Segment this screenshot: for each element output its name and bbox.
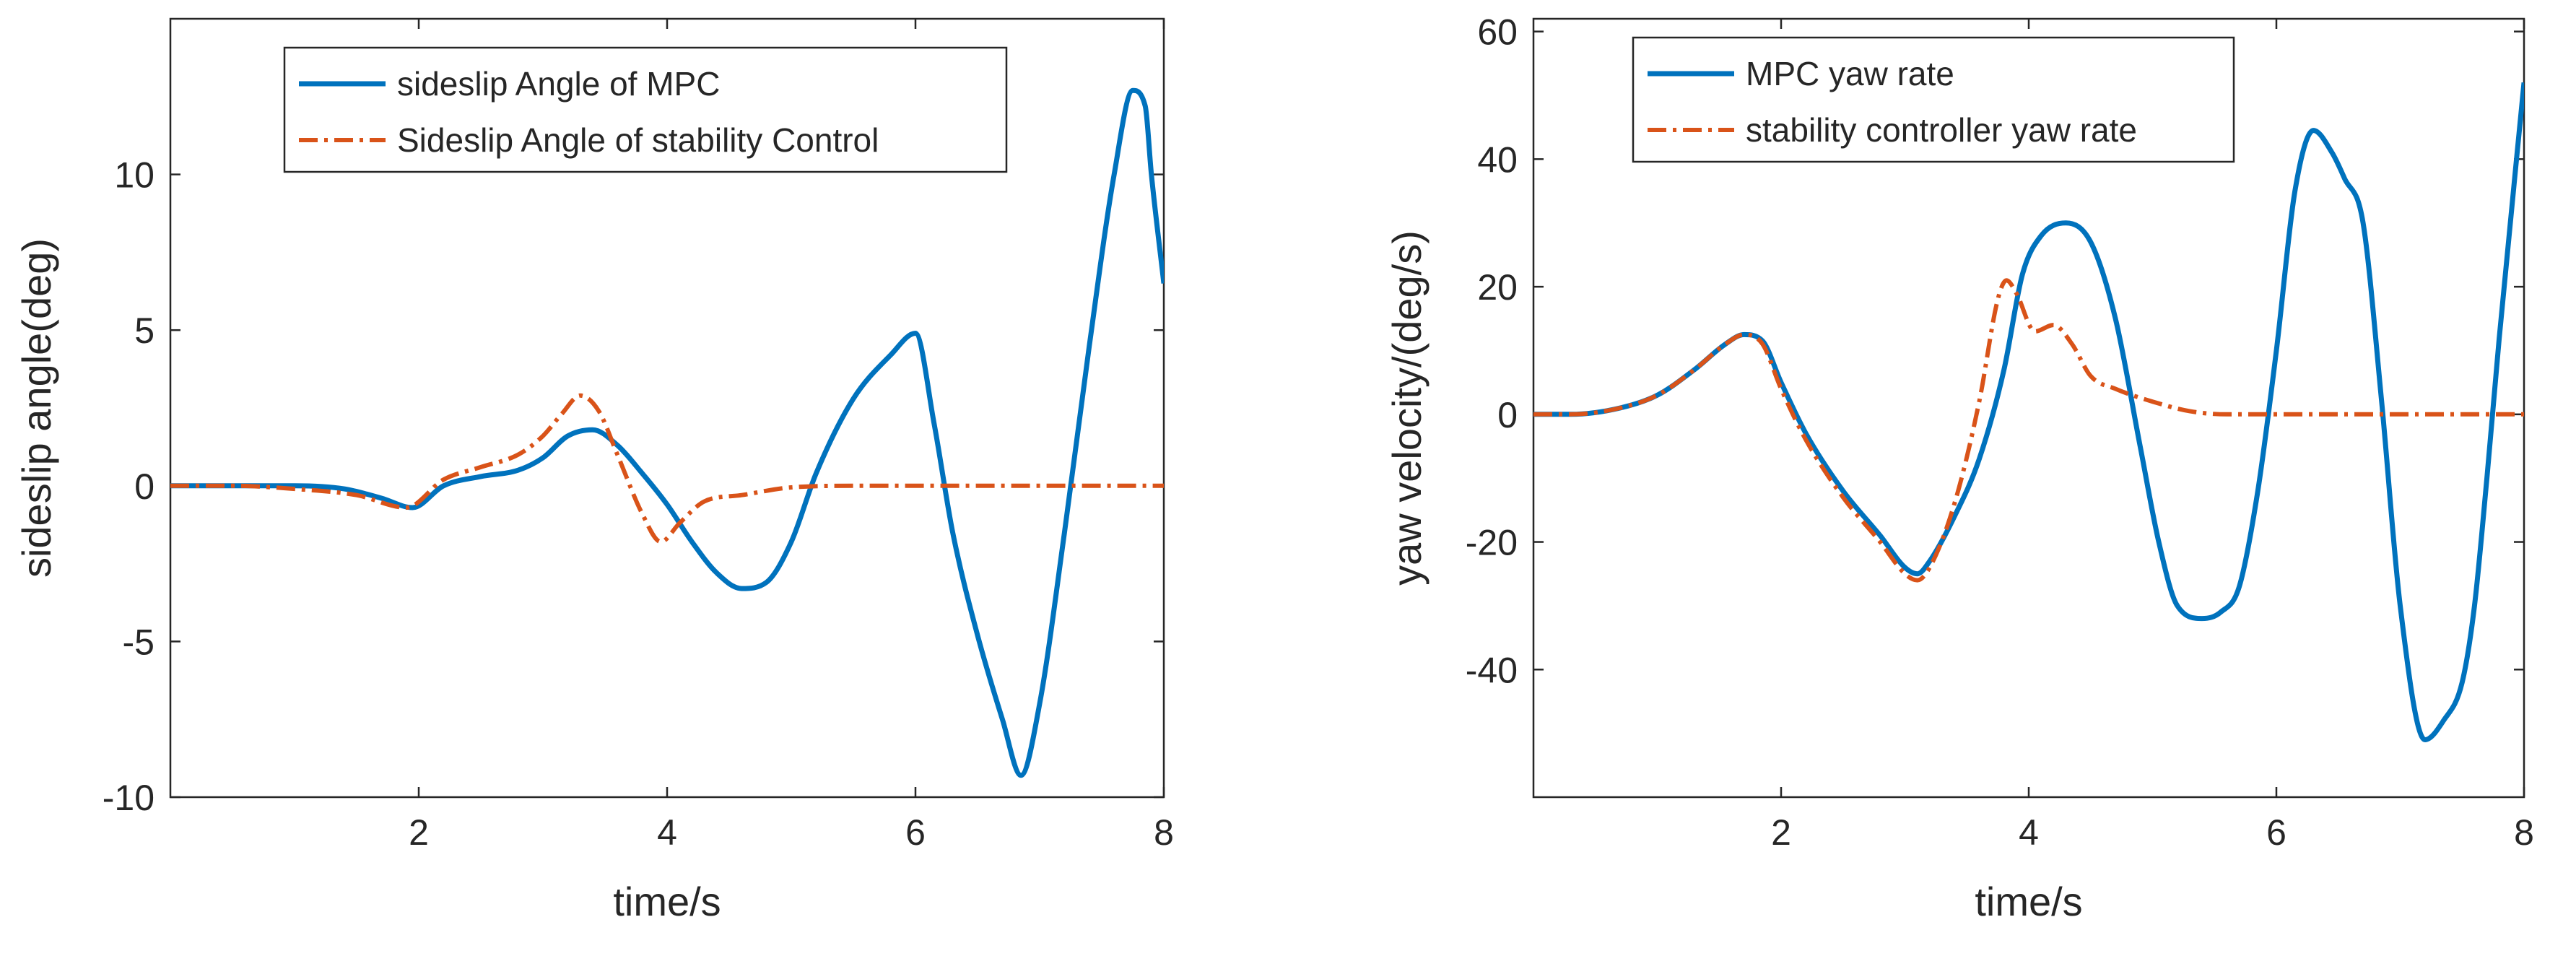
legend: MPC yaw rate stability controller yaw rat… (1632, 36, 2235, 163)
y-tick-label: 0 (134, 466, 155, 507)
yaw-velocity-chart: 2 4 6 8 -40 -20 0 20 40 60 time/s yaw velocity/(deg… (1384, 12, 2534, 924)
plot-area (170, 87, 1164, 778)
x-tick-label: 6 (905, 812, 926, 853)
x-tick-label: 4 (2019, 812, 2039, 853)
x-tick-label: 8 (2514, 812, 2534, 853)
x-tick-label: 8 (1154, 812, 1174, 853)
x-axis-label: time/s (613, 879, 721, 924)
x-tick-label: 2 (409, 812, 429, 853)
y-tick-label: 10 (114, 155, 155, 196)
y-tick-label: -20 (1466, 523, 1518, 563)
x-tick-label: 4 (657, 812, 677, 853)
y-axis-label: sideslip angle(deg) (14, 238, 59, 578)
legend-label: Sideslip Angle of stability Control (397, 121, 879, 159)
legend-box (1632, 36, 2235, 163)
sideslip-angle-chart: 2 4 6 8 -10 -5 0 5 10 time/s sideslip angle(deg) si… (14, 17, 1174, 924)
series-line-mpc (170, 87, 1164, 778)
series-line-stability (170, 393, 1164, 544)
y-tick-label: 60 (1477, 12, 1518, 53)
y-tick-label: 40 (1477, 139, 1518, 180)
x-axis-label: time/s (1975, 879, 2082, 924)
series-line-mpc (1533, 82, 2524, 742)
x-tick-label: 6 (2266, 812, 2286, 853)
y-tick-label: 20 (1477, 267, 1518, 308)
y-tick-label: 5 (134, 310, 155, 351)
plot-area (1533, 82, 2524, 742)
y-tick-label: -5 (123, 622, 155, 662)
legend-box (283, 46, 1008, 173)
y-tick-label: -10 (103, 778, 155, 818)
legend-label: sideslip Angle of MPC (397, 65, 720, 103)
series-line-stability (1533, 278, 2524, 583)
y-tick-label: 0 (1497, 395, 1518, 435)
y-tick-label: -40 (1466, 650, 1518, 690)
x-tick-label: 2 (1771, 812, 1791, 853)
legend: sideslip Angle of MPC Sideslip Angle of s… (283, 46, 1008, 173)
legend-label: stability controller yaw rate (1746, 111, 2137, 149)
legend-label: MPC yaw rate (1746, 55, 1954, 92)
y-axis-label: yaw velocity/(deg/s) (1384, 230, 1430, 586)
